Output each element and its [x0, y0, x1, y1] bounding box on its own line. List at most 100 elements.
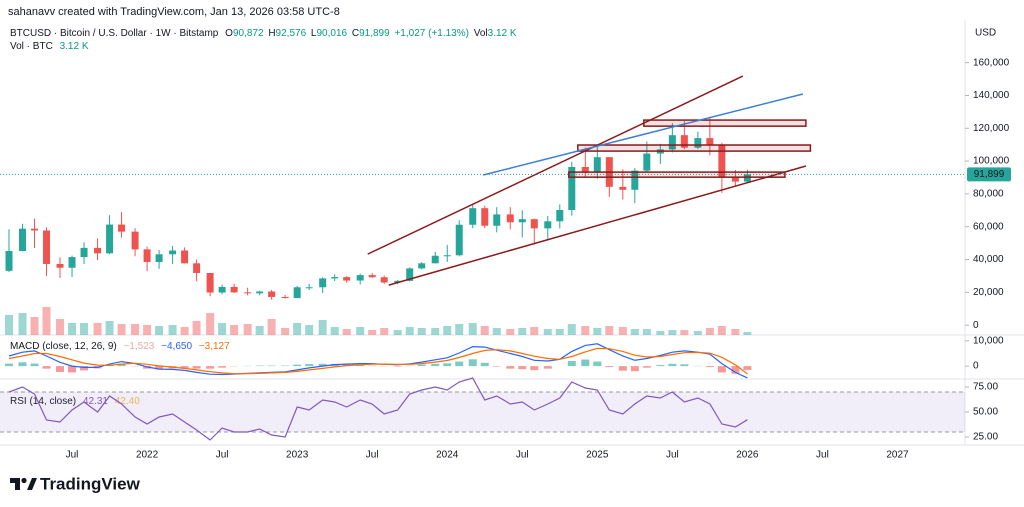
histogram-bar: [5, 363, 14, 367]
volume-bar: [593, 328, 602, 335]
ohlc-value: 90,016: [316, 28, 347, 39]
x-tick-label: Jul: [516, 450, 529, 461]
candle-body: [193, 263, 201, 273]
y-tick-label: 0: [973, 361, 979, 372]
candle-body: [181, 250, 189, 264]
candle-body: [5, 251, 13, 271]
volume-bar: [56, 319, 65, 335]
histogram-bar: [318, 363, 327, 367]
volume-bar: [255, 326, 264, 335]
volume-bar: [405, 327, 414, 335]
candle-body: [331, 277, 339, 279]
y-tick-label: 160,000: [973, 57, 1010, 68]
histogram-bar: [267, 365, 276, 367]
candle-body: [380, 277, 388, 283]
volume-bar: [117, 324, 126, 335]
histogram-bar: [293, 364, 302, 367]
candle-body: [593, 157, 601, 172]
ohlc-key: O: [225, 28, 233, 39]
volume-bar: [543, 329, 552, 335]
candle-body: [418, 263, 426, 269]
candle-body: [80, 247, 88, 258]
histogram-bar: [192, 366, 201, 369]
histogram-bar: [581, 359, 590, 367]
currency: USD: [975, 28, 996, 39]
candle-body: [230, 286, 238, 293]
histogram-bar: [30, 363, 39, 367]
candle-body: [106, 224, 114, 254]
volume-bar: [218, 323, 227, 335]
volume-bar: [443, 326, 452, 335]
candle-body: [443, 255, 451, 257]
histogram-bar: [455, 361, 464, 367]
volume-bar: [206, 313, 215, 335]
volume-bar: [243, 324, 252, 335]
candle-body: [43, 230, 51, 264]
histogram-bar: [705, 366, 714, 368]
candle-body: [718, 145, 726, 177]
histogram-bar: [642, 366, 651, 368]
histogram-bar: [180, 366, 189, 369]
histogram-bar: [68, 366, 77, 373]
candle-body: [431, 255, 439, 264]
histogram-bar: [543, 366, 552, 369]
x-tick-label: 2022: [136, 450, 159, 461]
candle-body: [668, 135, 676, 150]
ohlc-key: C: [352, 28, 359, 39]
volume-bar: [192, 321, 201, 335]
candle-body: [568, 167, 576, 210]
candle-body: [293, 287, 301, 299]
x-tick-label: Jul: [66, 450, 79, 461]
histogram-bar: [56, 366, 65, 372]
candle-body: [343, 277, 351, 281]
candle-body: [256, 291, 264, 294]
volume-bar: [468, 323, 477, 335]
candle-body: [506, 214, 514, 223]
volume-bar: [318, 320, 327, 335]
histogram-bar: [656, 365, 665, 367]
macd-legend: MACD (close, 12, 26, 9) −1,523 −4,650 −3…: [10, 341, 230, 352]
volume-bar: [356, 327, 365, 335]
volume-bar: [530, 327, 539, 335]
volume-bar: [605, 326, 614, 335]
candle-body: [481, 208, 489, 226]
candle-body: [643, 153, 651, 171]
volume-bar: [581, 326, 590, 335]
volume-bar: [330, 327, 339, 335]
histogram-bar: [605, 366, 614, 368]
x-tick-label: Jul: [816, 450, 829, 461]
histogram-bar: [255, 365, 264, 367]
volume-bar: [731, 329, 740, 335]
volume-bar: [18, 313, 27, 335]
zone: [568, 171, 786, 178]
y-tick-label: 120,000: [973, 123, 1010, 134]
histogram-bar: [717, 366, 726, 373]
candle-body: [493, 214, 501, 226]
histogram-bar: [117, 363, 126, 367]
candle-body: [94, 247, 102, 254]
symbol-title: BTCUSD · Bitcoin / U.S. Dollar · 1W · Bi…: [10, 28, 219, 39]
zone: [643, 119, 807, 127]
histogram-bar: [518, 366, 527, 370]
histogram-bar: [618, 366, 627, 371]
volume-bar: [567, 324, 576, 335]
candle-body: [356, 275, 364, 281]
last-price-label: 91,899: [974, 169, 1005, 180]
volume-bar: [668, 330, 677, 335]
y-tick-label: 0: [973, 320, 979, 331]
trend-line: [367, 75, 744, 255]
logo-icon: [27, 478, 37, 490]
volume-bar: [267, 319, 276, 335]
y-tick-label: 20,000: [973, 287, 1004, 298]
volume-bar: [743, 332, 752, 335]
ohlc-value: 90,872: [233, 28, 264, 39]
histogram-bar: [393, 366, 402, 367]
candle-body: [619, 186, 627, 190]
rsi-title: RSI (14, close): [10, 396, 76, 407]
volume-bar: [342, 329, 351, 335]
volume-value: 3.12 K: [488, 28, 517, 39]
y-tick-label: 75.00: [973, 382, 998, 393]
candle-body: [530, 219, 538, 229]
